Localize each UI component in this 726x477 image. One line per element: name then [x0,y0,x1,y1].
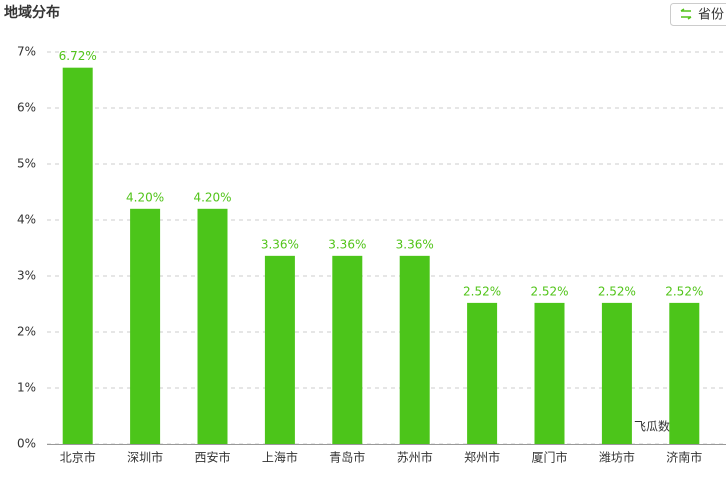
x-tick-label: 上海市 [262,450,298,465]
value-label: 4.20% [193,190,231,204]
y-tick-label: 3% [17,269,36,283]
bar [264,255,295,444]
button-icon [680,8,692,20]
chart-title: 地域分布 [4,4,60,21]
value-label: 6.72% [59,49,97,63]
bar [332,255,363,444]
value-label: 2.52% [463,284,501,298]
x-tick-label: 厦门市 [531,450,567,465]
province-button[interactable]: 省份 [670,3,726,26]
value-label: 4.20% [126,190,164,204]
value-label: 2.52% [665,284,703,298]
bar [197,208,228,444]
x-tick-label: 潍坊市 [599,450,635,465]
value-label: 3.36% [328,237,366,251]
y-tick-label: 4% [17,213,36,227]
button-label[interactable]: 省份 [698,8,724,23]
x-tick-label: 郑州市 [464,450,500,465]
y-tick-label: 0% [17,437,36,451]
value-label: 2.52% [598,284,636,298]
bar [534,302,565,444]
value-label: 2.52% [530,284,568,298]
x-tick-label: 北京市 [60,450,96,465]
y-tick-label: 5% [17,157,36,171]
y-tick-label: 6% [17,101,36,115]
x-tick-label: 深圳市 [127,450,163,465]
button-frame[interactable] [670,3,726,26]
y-tick-label: 2% [17,325,36,339]
bar [399,255,430,444]
bar [601,302,632,444]
bar [130,208,161,444]
value-label: 3.36% [261,237,299,251]
bar [467,302,498,444]
x-tick-label: 济南市 [666,450,702,465]
value-label: 3.36% [396,237,434,251]
x-tick-label: 苏州市 [397,450,433,465]
bar [62,67,93,445]
x-tick-label: 西安市 [194,450,230,465]
x-tick-label: 青岛市 [329,450,365,465]
y-tick-label: 1% [17,381,36,395]
bar [669,302,700,444]
y-tick-label: 7% [17,45,36,59]
